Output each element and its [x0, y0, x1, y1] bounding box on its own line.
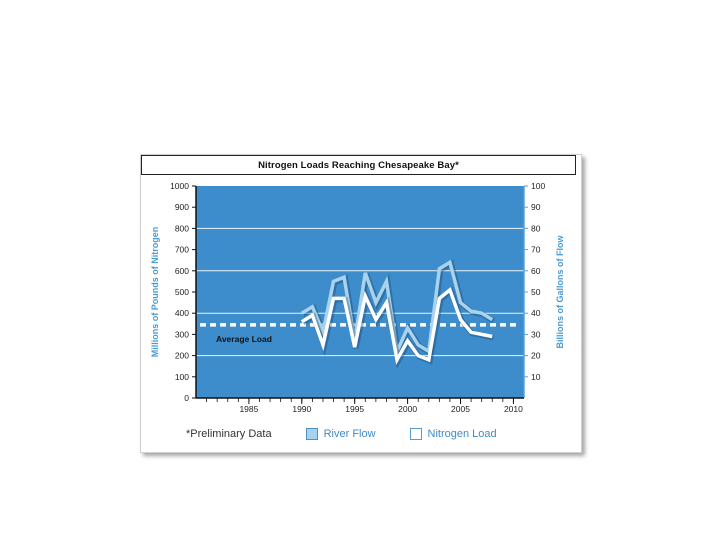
- x-tick-label: 2000: [398, 404, 417, 414]
- y-right-axis-title: Billions of Gallons of Flow: [555, 235, 565, 349]
- plot-background: [196, 186, 524, 398]
- y-left-tick-label: 600: [175, 266, 189, 276]
- chart-title-box: Nitrogen Loads Reaching Chesapeake Bay*: [141, 155, 576, 175]
- nitrogen-load-label: Nitrogen Load: [427, 428, 497, 440]
- y-left-tick-label: 500: [175, 287, 189, 297]
- y-left-tick-label: 200: [175, 351, 189, 361]
- y-left-tick-label: 800: [175, 223, 189, 233]
- river-flow-swatch: [305, 428, 318, 440]
- chart-title: Nitrogen Loads Reaching Chesapeake Bay*: [258, 159, 459, 171]
- y-left-tick-label: 300: [175, 329, 189, 339]
- y-right-tick-label: 90: [531, 202, 541, 212]
- y-left-tick-label: 400: [175, 308, 189, 318]
- preliminary-note: *Preliminary Data: [186, 428, 272, 440]
- y-right-tick-label: 30: [531, 329, 541, 339]
- y-left-tick-label: 900: [175, 202, 189, 212]
- x-tick-label: 2005: [451, 404, 470, 414]
- y-left-tick-label: 0: [184, 393, 189, 403]
- nitrogen-load-swatch: [409, 428, 422, 440]
- y-right-tick-label: 10: [531, 372, 541, 382]
- legend: *Preliminary Data River Flow Nitrogen Lo…: [186, 426, 497, 442]
- x-tick-label: 1995: [345, 404, 364, 414]
- y-left-tick-label: 100: [175, 372, 189, 382]
- nitrogen-load-line: [300, 286, 493, 365]
- y-right-tick-label: 70: [531, 245, 541, 255]
- legend-item-nitrogen-load: Nitrogen Load: [409, 428, 497, 440]
- river-flow-label: River Flow: [323, 428, 376, 440]
- y-right-tick-label: 60: [531, 266, 541, 276]
- y-right-tick-label: 50: [531, 287, 541, 297]
- x-tick-label: 2010: [504, 404, 523, 414]
- legend-item-river-flow: River Flow: [305, 428, 376, 440]
- y-right-tick-label: 20: [531, 351, 541, 361]
- y-right-tick-label: 100: [531, 181, 545, 191]
- y-right-tick-label: 80: [531, 223, 541, 233]
- y-right-tick-label: 40: [531, 308, 541, 318]
- average-load-label: Average Load: [216, 334, 272, 344]
- x-tick-label: 1990: [292, 404, 311, 414]
- y-left-tick-label: 700: [175, 245, 189, 255]
- x-tick-label: 1985: [239, 404, 258, 414]
- y-left-axis-title: Millions of Pounds of Nitrogen: [150, 227, 160, 358]
- y-left-tick-label: 1000: [170, 181, 189, 191]
